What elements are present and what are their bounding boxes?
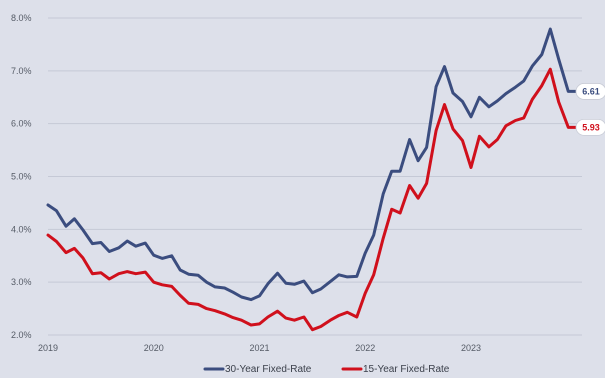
legend: 30-Year Fixed-Rate 15-Year Fixed-Rate xyxy=(203,364,450,375)
end-label-text: 6.61 xyxy=(582,86,600,96)
y-tick-label: 8.0% xyxy=(11,13,32,23)
legend-label: 15-Year Fixed-Rate xyxy=(363,364,450,375)
y-tick-label: 6.0% xyxy=(11,119,32,129)
series-line-15-year xyxy=(46,67,579,332)
gridlines: 2.0% 3.0% 4.0% 5.0% 6.0% 7.0% 8.0% xyxy=(11,13,582,340)
series-line-30-year xyxy=(46,27,579,302)
y-tick-label: 7.0% xyxy=(11,66,32,76)
x-tick-label: 2019 xyxy=(38,343,58,353)
x-tick-label: 2021 xyxy=(249,343,269,353)
end-label-15-year: 5.93 xyxy=(575,118,605,136)
x-tick-label: 2023 xyxy=(461,343,481,353)
x-axis: 2019 2020 2021 2022 2023 xyxy=(38,343,481,353)
end-label-30-year: 6.61 xyxy=(575,83,605,100)
y-tick-label: 3.0% xyxy=(11,277,32,287)
end-label-pill xyxy=(575,83,605,100)
y-tick-label: 5.0% xyxy=(11,172,32,182)
y-tick-label: 2.0% xyxy=(11,330,32,340)
end-label-text: 5.93 xyxy=(582,122,600,132)
legend-label: 30-Year Fixed-Rate xyxy=(225,364,312,375)
end-label-pill xyxy=(575,118,605,136)
x-tick-label: 2020 xyxy=(144,343,164,353)
x-tick-label: 2022 xyxy=(355,343,375,353)
y-tick-label: 4.0% xyxy=(11,224,32,234)
